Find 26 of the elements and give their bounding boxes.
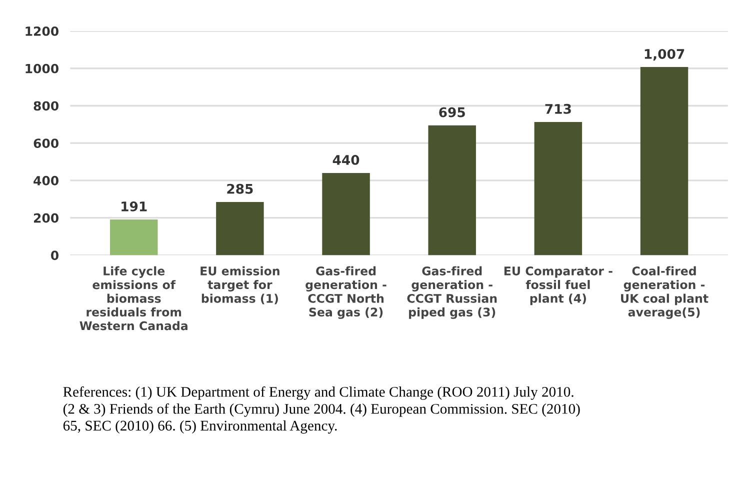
y-tick-label: 800	[34, 101, 58, 111]
bar	[216, 202, 264, 256]
bar	[322, 172, 370, 256]
x-tick-label: Gas-fired generation - CCGT North Sea gas (2)	[306, 266, 386, 319]
y-tick-label: 200	[34, 213, 58, 223]
x-tick-label: Life cycle emissions of biomass residuals from Western Canada	[80, 266, 188, 330]
data-label: 191	[122, 201, 147, 212]
y-tick-label: 1000	[26, 64, 58, 74]
text: References: (1) UK Department of Energy and Climate Change (ROO 2011) July 2010. (2 & 3) Friends of the Earth (Cymru) June 2004. (4) European Commission. SEC (2010) 65, SEC (2010) 66. (5) Environmental Agency.	[63, 386, 580, 434]
data-label: 285	[227, 184, 253, 194]
bar	[110, 220, 158, 256]
bar	[534, 122, 582, 256]
x-tick-label: Coal-fired generation - UK coal plant average(5)	[621, 266, 708, 319]
x-tick-label: EU Comparator - fossil fuel plant (4)	[504, 266, 612, 306]
data-label: 1,007	[644, 48, 684, 61]
data-label: 713	[545, 104, 571, 114]
bar	[640, 67, 688, 256]
data-label: 695	[439, 107, 465, 118]
bar	[428, 125, 476, 256]
y-tick-label: 600	[34, 138, 58, 148]
x-tick-label: EU emission target for biomass (1)	[200, 266, 280, 304]
y-tick-label: 400	[34, 176, 58, 186]
data-label: 440	[332, 154, 360, 165]
y-tick-label: 1200	[26, 26, 58, 36]
y-tick-label: 0	[50, 250, 58, 260]
x-tick-label: Gas-fired generation - CCGT Russian piped gas (3)	[407, 266, 497, 319]
